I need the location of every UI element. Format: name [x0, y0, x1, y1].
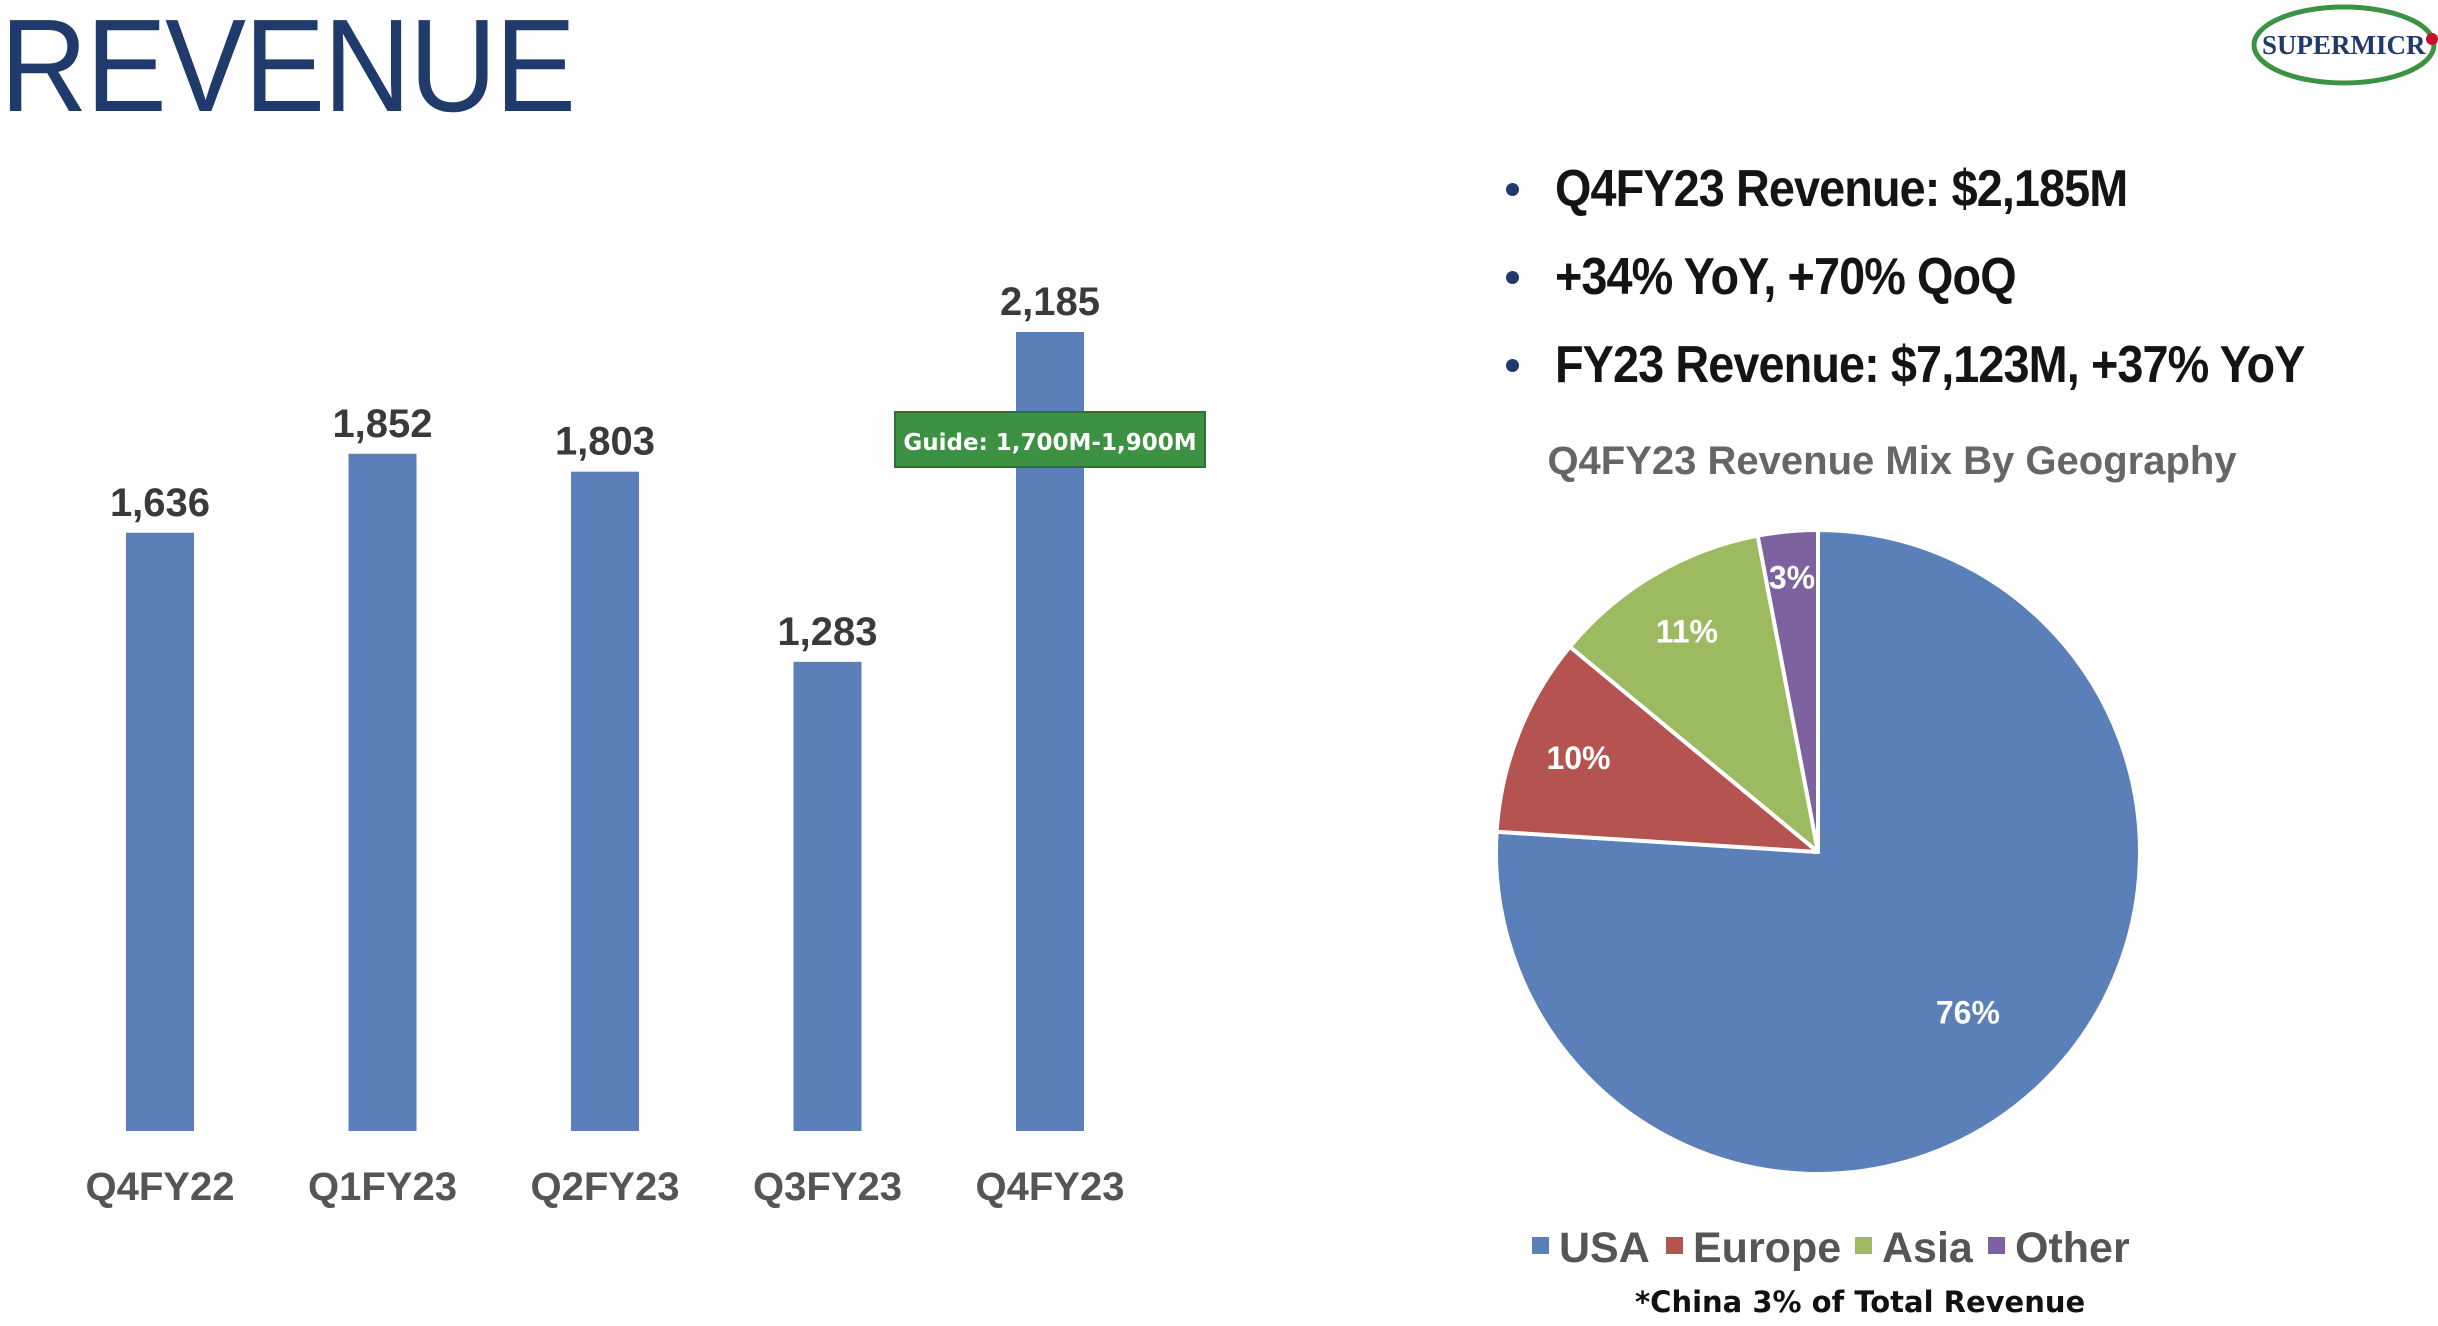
x-tick-label: Q2FY23 [531, 1165, 680, 1209]
summary-bullets: Q4FY23 Revenue: $2,185M +34% YoY, +70% Q… [1506, 145, 2406, 409]
x-tick-label: Q4FY22 [86, 1165, 235, 1209]
bar-q3fy23 [793, 661, 862, 1131]
bullet-text: +34% YoY, +70% QoQ [1555, 248, 2017, 306]
bullet-text: Q4FY23 Revenue: $2,185M [1555, 160, 2128, 218]
bar-q2fy23 [571, 471, 639, 1131]
bullet-dot-icon [1506, 182, 1519, 196]
legend-swatch-asia [1855, 1237, 1872, 1254]
bar-q4fy22 [126, 532, 194, 1131]
footnote: *China 3% of Total Revenue [1635, 1285, 2086, 1319]
pie-value-label: 10% [1546, 740, 1610, 776]
bullet-item: Q4FY23 Revenue: $2,185M [1506, 145, 2406, 233]
bar-value-label: 1,283 [777, 610, 877, 654]
supermicro-logo: SUPERMICR [2251, 4, 2438, 86]
guide-label: Guide: 1,700M-1,900M [903, 430, 1196, 456]
guide-box [894, 411, 1206, 468]
legend-label: Asia [1882, 1224, 1974, 1272]
bar-q1fy23 [348, 453, 417, 1132]
pie-value-label: 76% [1936, 995, 2000, 1031]
pie-value-label: 11% [1656, 613, 1718, 649]
pie-title: Q4FY23 Revenue Mix By Geography [1547, 439, 2237, 483]
pie-value-label: 3% [1769, 559, 1815, 595]
bullet-item: +34% YoY, +70% QoQ [1506, 233, 2406, 321]
x-tick-label: Q3FY23 [753, 1165, 902, 1209]
page-title: REVENUE [0, 0, 576, 139]
logo-text: SUPERMICR [2262, 30, 2426, 60]
bar-value-label: 1,852 [332, 402, 432, 446]
bar-value-label: 1,803 [555, 420, 655, 464]
x-tick-label: Q1FY23 [308, 1165, 457, 1209]
pie-slice-asia [1567, 533, 1820, 854]
legend-swatch-other [1988, 1237, 2005, 1254]
legend-label: USA [1559, 1224, 1650, 1272]
bullet-dot-icon [1506, 358, 1519, 372]
bullet-dot-icon [1506, 270, 1519, 284]
logo-dot-icon [2426, 33, 2438, 45]
bar-value-label: 2,185 [1000, 280, 1100, 324]
pie-slice-europe [1494, 644, 1820, 854]
bullet-text: FY23 Revenue: $7,123M, +37% YoY [1555, 336, 2305, 394]
legend-swatch-europe [1666, 1237, 1683, 1254]
bar-value-label: 1,636 [110, 481, 210, 525]
legend-swatch-usa [1532, 1237, 1549, 1254]
x-tick-label: Q4FY23 [976, 1165, 1125, 1209]
legend-label: Europe [1693, 1224, 1841, 1272]
pie-slice-other [1755, 528, 1820, 854]
legend-label: Other [2015, 1224, 2130, 1272]
bullet-item: FY23 Revenue: $7,123M, +37% YoY [1506, 321, 2406, 409]
